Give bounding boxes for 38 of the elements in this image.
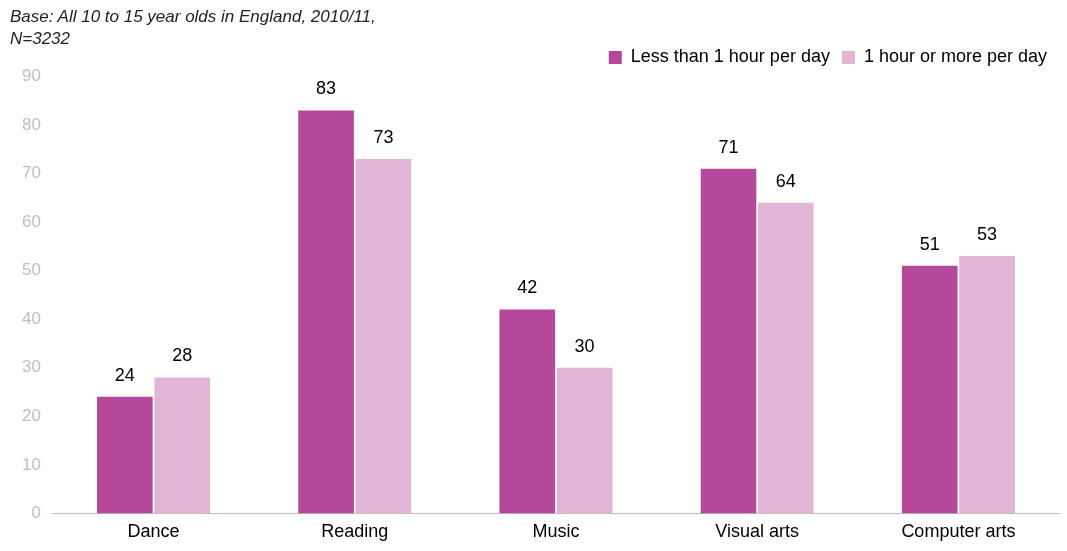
y-tick-label: 40 — [21, 308, 41, 328]
x-tick-label: Dance — [127, 521, 180, 542]
data-label: 53 — [977, 224, 998, 245]
legend-label: Less than 1 hour per day — [630, 46, 830, 67]
y-tick-label: 20 — [21, 405, 41, 425]
bar — [499, 309, 556, 514]
bar — [355, 158, 412, 514]
data-label: 51 — [919, 233, 940, 254]
y-tick-label: 90 — [21, 66, 41, 86]
x-tick-label: Reading — [321, 521, 389, 542]
y-tick-label: 0 — [31, 503, 41, 523]
data-label: 71 — [718, 136, 739, 157]
x-tick-label: Computer arts — [901, 521, 1016, 542]
y-tick-label: 70 — [21, 163, 41, 183]
bar — [298, 110, 354, 514]
bar — [901, 265, 958, 514]
data-label: 64 — [775, 170, 796, 191]
text: Base: All 10 to 15 year olds in England, 2010/11, N=3232 — [10, 6, 377, 50]
y-tick-label: 80 — [21, 114, 41, 134]
x-tick-label: Music — [532, 521, 580, 542]
y-tick-label: 30 — [21, 357, 41, 377]
data-label: 28 — [172, 345, 193, 366]
bar — [700, 168, 757, 514]
bar — [556, 367, 613, 514]
data-label: 42 — [517, 277, 538, 298]
data-label: 83 — [316, 78, 337, 99]
bar — [758, 202, 814, 514]
y-tick-label: 60 — [21, 211, 41, 231]
bar — [959, 256, 1015, 514]
legend-label: 1 hour or more per day — [863, 46, 1047, 67]
data-label: 24 — [114, 364, 135, 385]
data-label: 30 — [574, 335, 595, 356]
bar — [97, 396, 153, 514]
data-label: 73 — [373, 126, 394, 147]
bar — [154, 377, 211, 514]
x-tick-label: Visual arts — [715, 521, 800, 542]
y-tick-label: 10 — [21, 454, 41, 474]
y-tick-label: 50 — [21, 260, 41, 280]
